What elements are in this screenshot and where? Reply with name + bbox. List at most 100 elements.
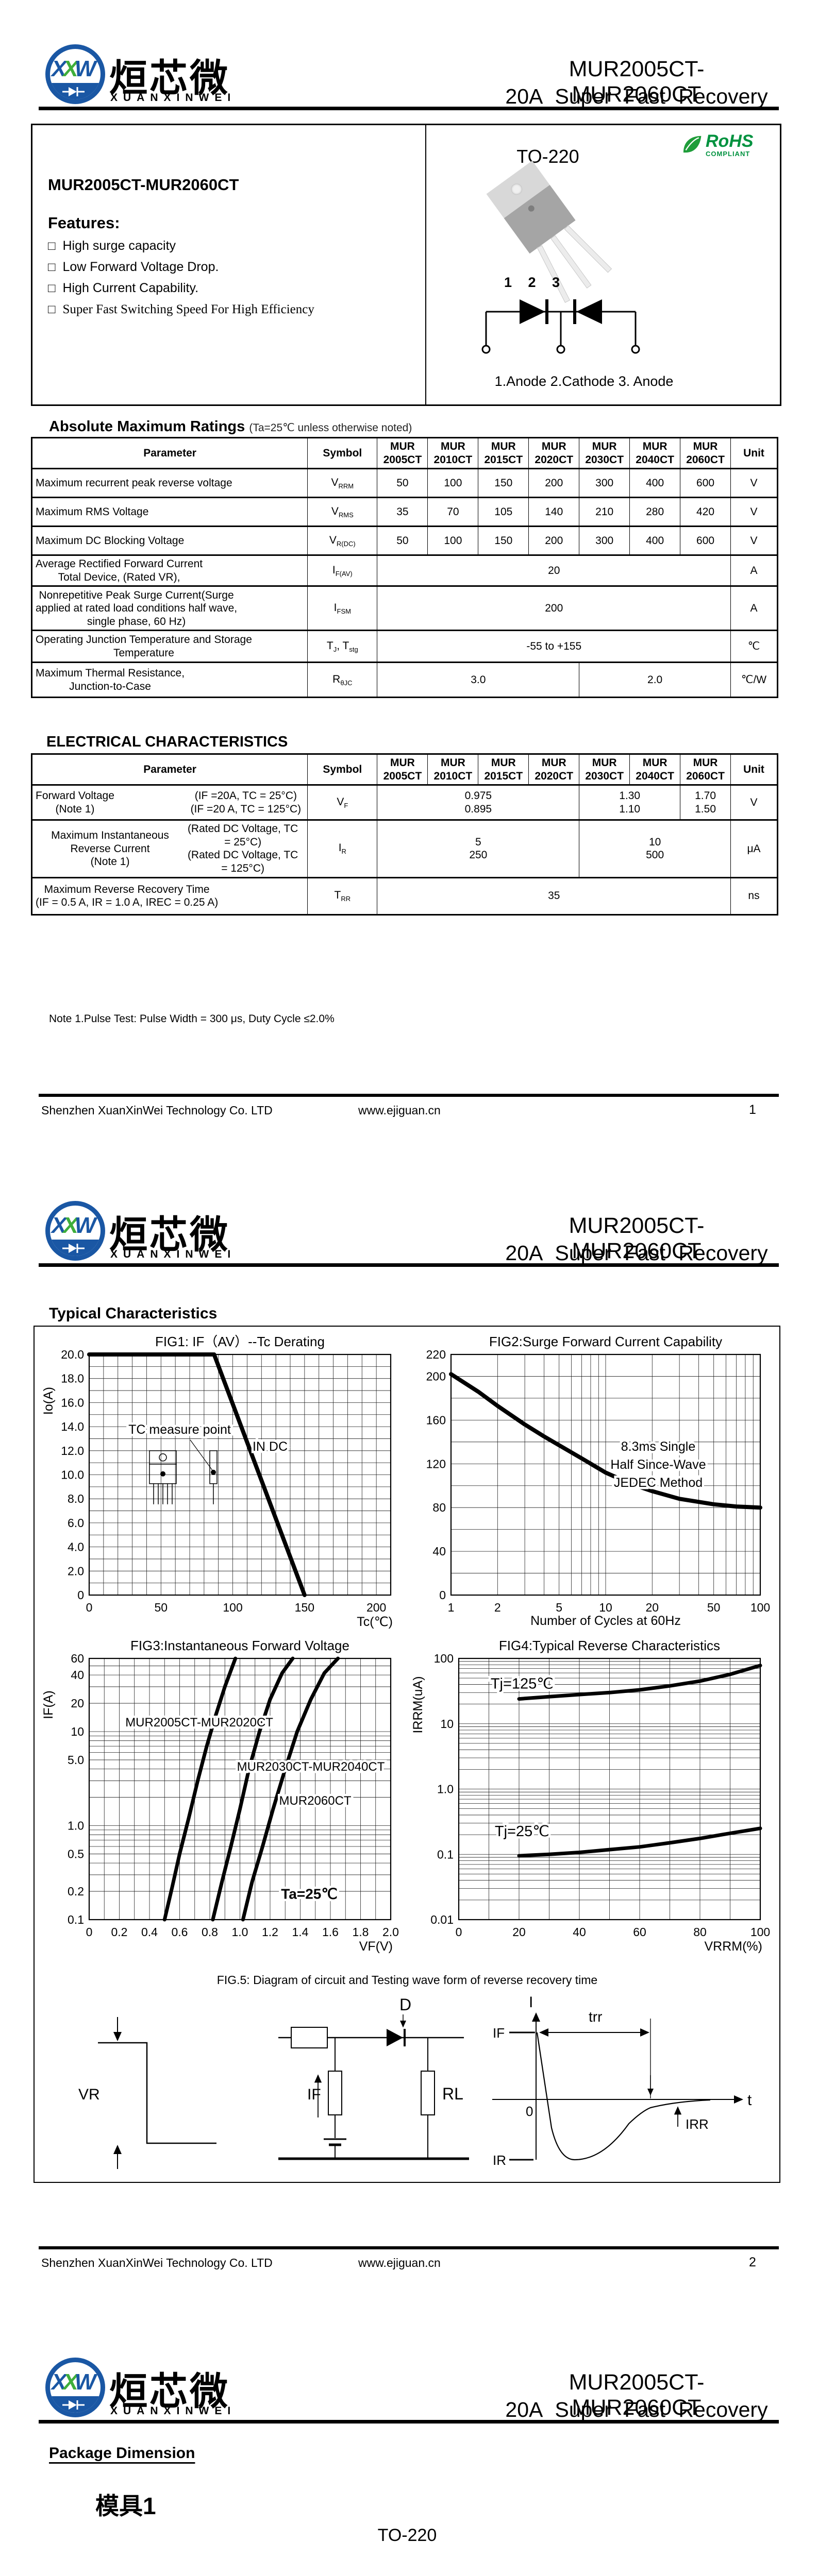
svg-text:VF(V): VF(V) xyxy=(359,1939,393,1954)
amr-table-mount: Parameter Symbol MUR 2005CT MUR 2010CT MUR 2015… xyxy=(31,436,778,699)
value-cell: 1.30 1.10 xyxy=(579,784,681,821)
chart-annotation: MUR2005CT-MUR2020CT xyxy=(125,1716,273,1730)
logo-xxw-monogram: XXW xyxy=(52,56,96,81)
electrical-characteristics-table: Parameter Symbol MUR 2005CT MUR 2010CT MUR 2015… xyxy=(31,753,778,916)
logo-english-name: XUANXINWEI xyxy=(110,92,237,104)
svg-text:Io(A): Io(A) xyxy=(41,1387,56,1415)
value-cell: 210 xyxy=(579,497,630,528)
parameter-cell: Maximum RMS Voltage xyxy=(31,497,308,528)
svg-text:100: 100 xyxy=(750,1601,770,1614)
footer-company: Shenzhen XuanXinWei Technology Co. LTD xyxy=(41,2256,273,2269)
pin-numbers: 1 2 3 xyxy=(504,275,566,290)
chart-annotation: 8.3ms Single xyxy=(621,1439,696,1454)
table-row: Maximum Instantaneous Reverse Current (No… xyxy=(31,819,778,878)
device-column-header: MUR 2010CT xyxy=(427,436,479,470)
part-number-range: MUR2005CT-MUR2060CT xyxy=(48,176,239,194)
device-column-header: MUR 2005CT xyxy=(377,436,428,470)
series-MUR2030CT-MUR2040CT xyxy=(211,1656,295,1922)
chart-fig4: FIG4:Typical Reverse Characteristics 0 20 4… xyxy=(410,1635,771,1959)
device-column-header: MUR 2030CT xyxy=(579,753,630,786)
parameter-cell: Maximum Instantaneous Reverse Current (No… xyxy=(31,819,308,878)
svg-text:100: 100 xyxy=(223,1601,242,1614)
fig5-vr-label: VR xyxy=(78,2086,100,2103)
checkbox-icon: □ xyxy=(48,239,56,253)
svg-text:1.0: 1.0 xyxy=(437,1783,454,1796)
svg-text:150: 150 xyxy=(295,1601,314,1614)
value-cell: 600 xyxy=(680,468,731,499)
logo-diode-band-icon xyxy=(50,83,101,99)
parameter-cell: Average Rectified Forward Current Total D… xyxy=(31,554,308,587)
chart-annotation: MUR2030CT-MUR2040CT xyxy=(237,1760,385,1774)
value-cell: 70 xyxy=(427,497,479,528)
svg-text:1: 1 xyxy=(448,1601,455,1614)
feature-item: □ High surge capacity xyxy=(48,239,176,253)
svg-text:IF(A): IF(A) xyxy=(41,1690,56,1719)
package-photo xyxy=(486,160,617,303)
svg-text:0.01: 0.01 xyxy=(430,1913,454,1926)
page-1: XXW 烜芯微 XUANXINWEI MUR2005CT-MUR2060CT 2… xyxy=(0,0,818,1157)
svg-text:1.2: 1.2 xyxy=(262,1925,278,1939)
svg-text:1.8: 1.8 xyxy=(353,1925,369,1939)
fig5-t-axis-label: t xyxy=(747,2092,752,2109)
page-subtitle: 20A Super Fast Recovery xyxy=(505,2398,768,2421)
table-row: Forward Voltage (Note 1) (IF =20A, TC = 25… xyxy=(31,784,778,821)
value-cell: 105 xyxy=(478,497,529,528)
box-divider xyxy=(425,125,426,404)
svg-text:0: 0 xyxy=(77,1588,84,1602)
value-cell: 150 xyxy=(478,526,529,556)
value-cell: 300 xyxy=(579,468,630,499)
svg-text:0.6: 0.6 xyxy=(172,1925,188,1939)
logo-ring-icon: XXW xyxy=(45,2358,105,2417)
chart-fig1: FIG1: IF（AV）--Tc Derating 0 50 100 150 200 0 2.… xyxy=(40,1331,401,1635)
absolute-maximum-ratings-table: Parameter Symbol MUR 2005CT MUR 2010CT MUR 2015… xyxy=(31,436,778,699)
svg-text:16.0: 16.0 xyxy=(61,1396,84,1409)
pin-legend: 1.Anode 2.Cathode 3. Anode xyxy=(494,374,674,389)
feature-item: □ High Current Capability. xyxy=(48,281,199,295)
symbol-cell: IF(AV) xyxy=(307,554,378,587)
page-number: 1 xyxy=(749,1103,756,1117)
rohs-label: RoHS xyxy=(706,131,754,151)
value-cell: 50 xyxy=(377,468,428,499)
svg-text:1.6: 1.6 xyxy=(322,1925,339,1939)
symbol-cell: IFSM xyxy=(307,585,378,632)
page-number: 2 xyxy=(749,2255,756,2269)
device-column-header: MUR 2020CT xyxy=(528,753,580,786)
series-Tj=125℃ xyxy=(517,1664,762,1701)
fig5-i-axis-label: I xyxy=(529,1994,533,2011)
chart-fig2: FIG2:Surge Forward Current Capability 1 2 5… xyxy=(410,1331,771,1635)
column-header: Symbol xyxy=(307,436,378,470)
svg-text:6.0: 6.0 xyxy=(68,1516,84,1530)
leaf-icon xyxy=(683,135,702,153)
svg-text:10.0: 10.0 xyxy=(61,1468,84,1482)
fig5-rl-label: RL xyxy=(442,2084,463,2103)
table-row: Maximum Reverse Recovery Time (IF = 0.5 A… xyxy=(31,876,778,916)
table-row: Nonrepetitive Peak Surge Current(Surge ap… xyxy=(31,585,778,632)
svg-text:5: 5 xyxy=(556,1601,562,1614)
svg-text:10: 10 xyxy=(440,1717,454,1731)
parameter-cell: Maximum Thermal Resistance, Junction-to-C… xyxy=(31,662,308,699)
svg-text:220: 220 xyxy=(426,1348,446,1361)
footer-company: Shenzhen XuanXinWei Technology Co. LTD xyxy=(41,1104,273,1117)
svg-text:FIG4:Typical Reverse Character: FIG4:Typical Reverse Characteristics xyxy=(499,1638,720,1653)
fig5-irr-label: IRR xyxy=(686,2116,709,2132)
svg-text:0.1: 0.1 xyxy=(437,1848,454,1861)
series-MUR2005CT-MUR2020CT xyxy=(162,1656,238,1922)
symbol-cell: IR xyxy=(307,819,378,878)
svg-text:80: 80 xyxy=(693,1925,707,1939)
footer-rule xyxy=(39,2246,779,2249)
svg-text:4.0: 4.0 xyxy=(68,1540,84,1554)
footer-rule xyxy=(39,1094,779,1097)
column-header: Parameter xyxy=(31,753,308,786)
chart-annotation: MUR2060CT xyxy=(279,1794,352,1808)
fig5-caption: FIG.5: Diagram of circuit and Testing wa… xyxy=(216,1973,598,1987)
value-cell: 300 xyxy=(579,526,630,556)
svg-text:60: 60 xyxy=(633,1925,646,1939)
device-column-header: MUR 2015CT xyxy=(478,436,529,470)
svg-text:0.2: 0.2 xyxy=(68,1885,84,1898)
unit-cell: A xyxy=(730,585,778,632)
value-cell: 420 xyxy=(680,497,731,528)
svg-text:0.1: 0.1 xyxy=(68,1913,84,1926)
svg-text:160: 160 xyxy=(426,1413,446,1427)
value-cell: 150 xyxy=(478,468,529,499)
value-cell: 280 xyxy=(629,497,681,528)
